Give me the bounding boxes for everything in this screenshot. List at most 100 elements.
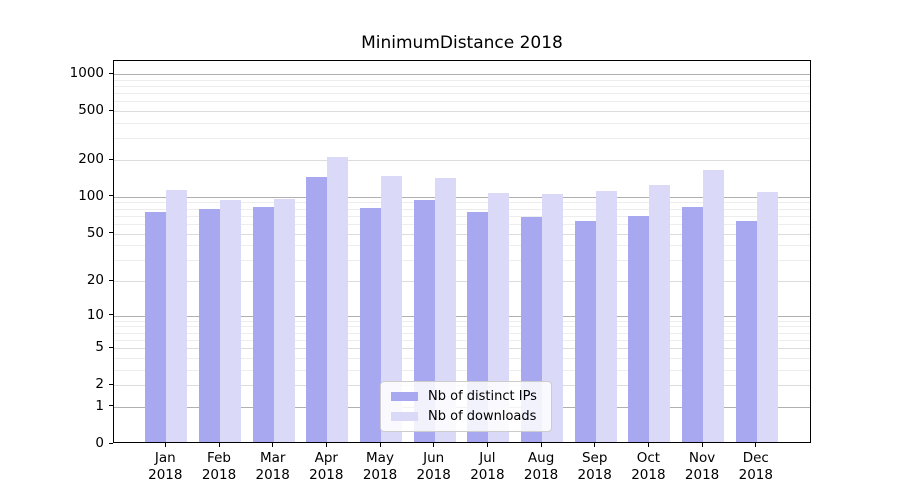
gridline-minor [114,86,810,87]
gridline-labeled-minor [114,281,810,282]
x-tick-label-month: Jun [423,450,445,466]
y-tick-label: 100 [78,187,104,204]
bar-downloads-jan [166,189,188,442]
x-tick-label-month: Jan [154,450,176,466]
x-tick-label: Feb 2018 [184,450,254,484]
bar-distinct-ips-may [360,208,381,442]
x-tick-label: Oct 2018 [613,450,683,484]
bar-distinct-ips-apr [306,177,328,442]
legend-swatch-distinct-ips [391,392,418,401]
x-tick-label-month: Oct [636,450,661,466]
gridline-minor [114,260,810,262]
x-tick-mark [272,443,274,447]
x-tick-mark [755,443,757,447]
gridline-labeled-minor [114,160,810,161]
x-tick-label-month: May [366,450,394,466]
bar-downloads-sep [595,190,617,442]
y-tick-label: 50 [86,224,104,241]
gridline-minor [114,202,810,204]
gridline-minor [114,326,810,328]
legend-item-downloads: Nb of downloads [391,409,537,424]
x-tick-mark [379,443,381,447]
x-tick-label-month: Sep [581,450,608,466]
x-tick-label-year: 2018 [201,467,237,483]
y-tick-label: 500 [78,102,104,119]
gridline-minor [114,215,810,217]
x-tick-label-month: Aug [527,450,555,466]
gridline-major [114,74,810,75]
gridline-minor [114,208,810,210]
x-tick-label-year: 2018 [470,467,505,483]
y-tick-label: 0 [95,435,104,451]
bar-downloads-mar [273,199,295,442]
gridline-labeled-minor [114,233,810,235]
x-tick-label-month: Mar [259,450,286,466]
x-tick-label-year: 2018 [362,467,398,483]
x-tick-label-year: 2018 [631,467,666,483]
x-tick-label-year: 2018 [416,467,451,483]
x-tick-label: Dec 2018 [721,450,791,484]
chart-title: MinimumDistance 2018 [361,33,563,53]
x-tick-label: Mar 2018 [238,450,308,484]
gridline-minor [114,123,810,124]
x-tick-label-year: 2018 [309,467,344,483]
gridline-minor [114,357,810,359]
x-tick-label-month: Feb [207,450,231,466]
x-tick-mark [540,443,542,447]
y-tick-label: 1000 [69,65,104,81]
bar-distinct-ips-jan [145,212,167,442]
x-tick-mark [486,443,488,447]
bar-downloads-jun [434,178,456,442]
plot-area: Nb of distinct IPs Nb of downloads [113,60,811,443]
bar-distinct-ips-feb [199,209,220,442]
bar-distinct-ips-oct [628,216,650,442]
x-tick-label-year: 2018 [684,467,720,483]
gridline-minor [114,138,810,140]
gridline-minor [114,101,810,103]
bar-downloads-oct [649,185,671,442]
x-tick-mark [325,443,327,447]
legend-swatch-downloads [391,412,418,421]
bar-distinct-ips-dec [735,221,757,442]
x-tick-label-year: 2018 [577,467,612,483]
gridline-major [114,315,810,317]
x-tick-label-year: 2018 [148,467,183,483]
gridline-minor [114,93,810,95]
gridline-minor [114,339,810,341]
bar-downloads-jul [488,192,510,442]
x-tick-mark [218,443,220,447]
y-tick-label: 5 [95,339,104,356]
bar-distinct-ips-mar [252,207,274,442]
x-tick-label-month: Nov [688,450,716,466]
gridline-labeled-minor [114,348,810,350]
gridline-minor [114,332,810,334]
x-tick-mark [433,443,435,447]
x-tick-mark [701,443,703,447]
bar-distinct-ips-nov [682,207,704,442]
bar-downloads-aug [542,193,564,442]
gridline-minor [114,320,810,322]
gridline-labeled-minor [114,111,810,113]
y-tick-label: 1 [95,397,104,414]
x-tick-mark [164,443,166,447]
legend-label-downloads: Nb of downloads [428,409,537,424]
x-tick-label: Nov 2018 [667,450,737,484]
x-tick-label: Sep 2018 [560,450,630,484]
x-tick-label: Jan 2018 [130,450,200,484]
x-tick-label-month: Apr [314,450,338,466]
x-tick-label: Jul 2018 [452,450,522,484]
bar-downloads-nov [703,169,725,442]
gridline-minor [114,369,810,371]
y-tick-label: 20 [86,272,104,288]
legend: Nb of distinct IPs Nb of downloads [380,381,552,432]
x-tick-label-year: 2018 [255,467,290,483]
bar-downloads-may [381,176,402,442]
x-tick-label: Apr 2018 [291,450,361,484]
gridline-minor [114,223,810,225]
legend-label-distinct-ips: Nb of distinct IPs [428,389,537,404]
x-tick-mark [594,443,596,447]
x-tick-mark [647,443,649,447]
x-tick-label-year: 2018 [738,467,773,483]
x-tick-label: May 2018 [345,450,415,484]
